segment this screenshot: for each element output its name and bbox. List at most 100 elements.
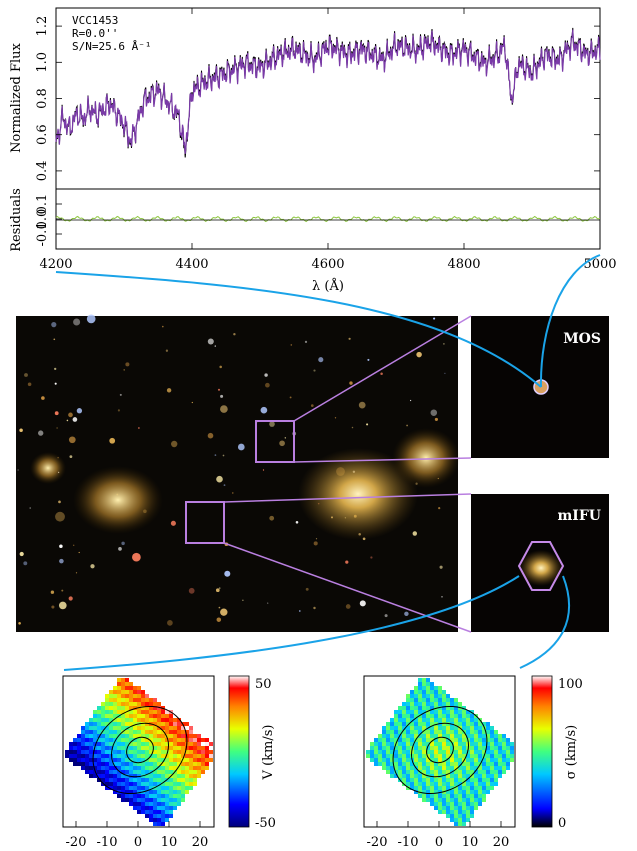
map-pixel xyxy=(153,782,157,786)
map-pixel xyxy=(450,766,454,770)
mifu-label: mIFU xyxy=(557,508,601,524)
map-pixel xyxy=(117,706,121,710)
map-pixel xyxy=(402,718,406,722)
map-pixel xyxy=(402,762,406,766)
map-pixel xyxy=(121,686,125,690)
map-pixel xyxy=(157,702,161,706)
map-pixel xyxy=(434,746,438,750)
map-pixel xyxy=(153,810,157,814)
map-pixel xyxy=(169,754,173,758)
map-pixel xyxy=(438,718,442,722)
map-pixel xyxy=(137,806,141,810)
map-pixel xyxy=(490,738,494,742)
map-pixel xyxy=(173,794,177,798)
map-pixel xyxy=(113,690,117,694)
map-pixel xyxy=(418,758,422,762)
map-pixel xyxy=(129,706,133,710)
map-pixel xyxy=(169,722,173,726)
map-pixel xyxy=(105,702,109,706)
map-pixel xyxy=(85,746,89,750)
field-object xyxy=(27,382,32,387)
map-pixel xyxy=(169,734,173,738)
map-pixel xyxy=(125,766,129,770)
map-pixel xyxy=(189,774,193,778)
map-pixel xyxy=(125,730,129,734)
map-pixel xyxy=(482,798,486,802)
map-pixel xyxy=(474,738,478,742)
field-object xyxy=(51,605,55,609)
mos-label: MOS xyxy=(563,331,601,347)
map-pixel xyxy=(125,686,129,690)
map-pixel xyxy=(165,718,169,722)
map-pixel xyxy=(97,718,101,722)
map-pixel xyxy=(141,706,145,710)
map-pixel xyxy=(81,738,85,742)
map-pixel xyxy=(73,738,77,742)
map-pixel xyxy=(402,758,406,762)
map-pixel xyxy=(366,754,370,758)
map-pixel xyxy=(450,750,454,754)
map-pixel xyxy=(77,738,81,742)
map-pixel xyxy=(406,718,410,722)
map-pixel xyxy=(145,738,149,742)
map-pixel xyxy=(149,766,153,770)
map-pixel xyxy=(458,738,462,742)
map-pixel xyxy=(454,710,458,714)
field-object xyxy=(219,365,222,369)
map-pixel xyxy=(153,790,157,794)
map-pixel xyxy=(165,742,169,746)
residual-tick-label: 0.0 xyxy=(35,209,50,230)
map-pixel xyxy=(394,710,398,714)
map-pixel xyxy=(161,718,165,722)
map-pixel xyxy=(486,730,490,734)
map-pixel xyxy=(121,678,125,682)
map-pixel xyxy=(145,766,149,770)
map-pixel xyxy=(466,758,470,762)
map-pixel xyxy=(97,766,101,770)
map-pixel xyxy=(193,766,197,770)
map-pixel xyxy=(137,730,141,734)
map-pixel xyxy=(470,810,474,814)
map-pixel xyxy=(109,782,113,786)
map-pixel xyxy=(105,710,109,714)
map-pixel xyxy=(438,750,442,754)
map-pixel xyxy=(418,702,422,706)
map-pixel xyxy=(137,750,141,754)
map-pixel xyxy=(165,786,169,790)
map-pixel xyxy=(185,778,189,782)
map-pixel xyxy=(398,730,402,734)
map-pixel xyxy=(133,718,137,722)
map-pixel xyxy=(458,774,462,778)
map-pixel xyxy=(105,730,109,734)
map-pixel xyxy=(161,738,165,742)
map-pixel xyxy=(85,742,89,746)
map-pixel xyxy=(73,750,77,754)
field-object xyxy=(345,560,349,564)
field-object xyxy=(66,419,69,422)
map-pixel xyxy=(113,730,117,734)
map-pixel xyxy=(458,750,462,754)
map-pixel xyxy=(105,774,109,778)
map-pixel xyxy=(117,782,121,786)
map-pixel xyxy=(382,750,386,754)
map-pixel xyxy=(502,762,506,766)
map-pixel xyxy=(426,690,430,694)
map-pixel xyxy=(141,794,145,798)
map-pixel xyxy=(117,722,121,726)
map-pixel xyxy=(121,690,125,694)
map-pixel xyxy=(382,766,386,770)
map-pixel xyxy=(438,758,442,762)
map-pixel xyxy=(426,758,430,762)
map-pixel xyxy=(141,798,145,802)
map-pixel xyxy=(414,694,418,698)
field-object xyxy=(351,426,354,429)
map-pixel xyxy=(430,774,434,778)
map-pixel xyxy=(73,758,77,762)
map-pixel xyxy=(446,750,450,754)
map-pixel xyxy=(137,802,141,806)
map-pixel xyxy=(109,694,113,698)
map-pixel xyxy=(145,694,149,698)
map-pixel xyxy=(414,778,418,782)
map-pixel xyxy=(113,786,117,790)
map-pixel xyxy=(430,794,434,798)
